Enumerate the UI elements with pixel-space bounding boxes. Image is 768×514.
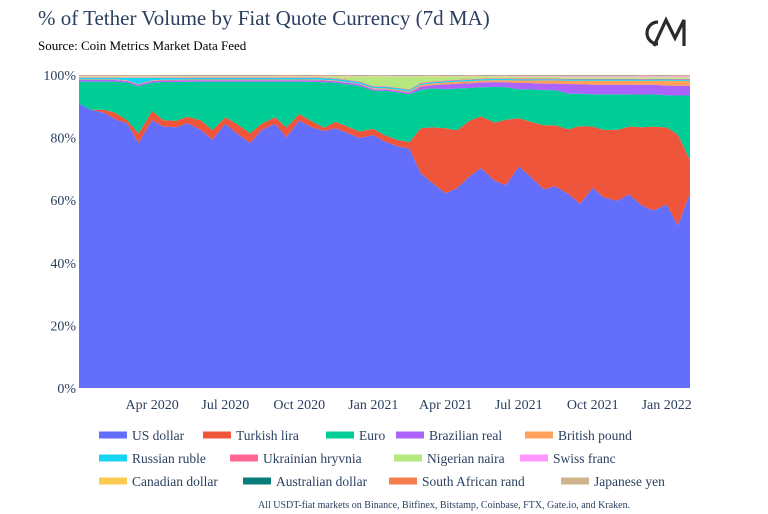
coin-metrics-logo [645,16,686,47]
legend-label: Nigerian naira [427,451,505,466]
legend-label: Japanese yen [594,474,665,489]
legend-label: Australian dollar [276,474,368,489]
y-tick-label: 60% [50,194,76,209]
legend-label: Swiss franc [553,451,616,466]
x-tick-label: Jul 2021 [495,398,543,413]
footnote: All USDT-fiat markets on Binance, Bitfin… [258,500,631,511]
legend-label: Brazilian real [429,428,502,443]
area-swiss-franc [79,76,690,78]
legend-item-australian-dollar[interactable]: Australian dollar [243,474,368,489]
legend-item-british-pound[interactable]: British pound [525,428,632,443]
legend-item-russian-ruble[interactable]: Russian ruble [99,451,206,466]
area-us-dollar [79,103,690,388]
x-tick-label: Jan 2021 [348,398,398,413]
legend-label: Euro [359,428,385,443]
x-tick-label: Oct 2021 [567,398,619,413]
legend-label: Ukrainian hryvnia [263,451,362,466]
area-brazilian-real [79,80,690,96]
y-tick-label: 0% [57,382,76,397]
x-tick-label: Apr 2020 [126,398,179,413]
legend-item-swiss-franc[interactable]: Swiss franc [520,451,616,466]
y-tick-label: 40% [50,257,76,272]
legend-item-japanese-yen[interactable]: Japanese yen [561,474,665,489]
x-tick-label: Jan 2022 [642,398,692,413]
area-british-pound [79,79,690,93]
legend-label: Russian ruble [132,451,206,466]
legend-label: Canadian dollar [132,474,218,489]
legend-label: US dollar [132,428,185,443]
legend-item-brazilian-real[interactable]: Brazilian real [396,428,502,443]
x-tick-label: Oct 2020 [273,398,325,413]
y-tick-label: 80% [50,132,76,147]
area-nigerian-naira [79,76,690,90]
legend-item-euro[interactable]: Euro [326,428,385,443]
legend-label: British pound [558,428,632,443]
x-axis-ticks: Apr 2020 Jul 2020 Oct 2020 Jan 2021 Apr 2021… [126,398,692,413]
legend-item-canadian-dollar[interactable]: Canadian dollar [99,474,218,489]
x-tick-label: Apr 2021 [419,398,472,413]
chart-title: % of Tether Volume by Fiat Quote Currenc… [38,6,490,30]
legend-item-us-dollar[interactable]: US dollar [99,428,185,443]
legend-label: South African rand [422,474,525,489]
legend: US dollar Turkish lira Euro Brazilian real B… [99,428,665,489]
legend-item-nigerian-naira[interactable]: Nigerian naira [394,451,505,466]
legend-label: Turkish lira [236,428,299,443]
area-turkish-lira [79,103,690,226]
legend-item-ukrainian-hryvnia[interactable]: Ukrainian hryvnia [230,451,362,466]
stacked-areas [79,75,690,388]
y-axis-ticks: 0% 20% 40% 60% 80% 100% [43,69,76,397]
legend-item-turkish-lira[interactable]: Turkish lira [203,428,299,443]
y-tick-label: 100% [43,69,76,84]
legend-item-south-african-rand[interactable]: South African rand [389,474,525,489]
area-euro [79,81,690,161]
chart-subtitle: Source: Coin Metrics Market Data Feed [38,38,247,53]
y-tick-label: 20% [50,319,76,334]
area-russian-ruble [79,77,690,92]
x-tick-label: Jul 2020 [201,398,249,413]
